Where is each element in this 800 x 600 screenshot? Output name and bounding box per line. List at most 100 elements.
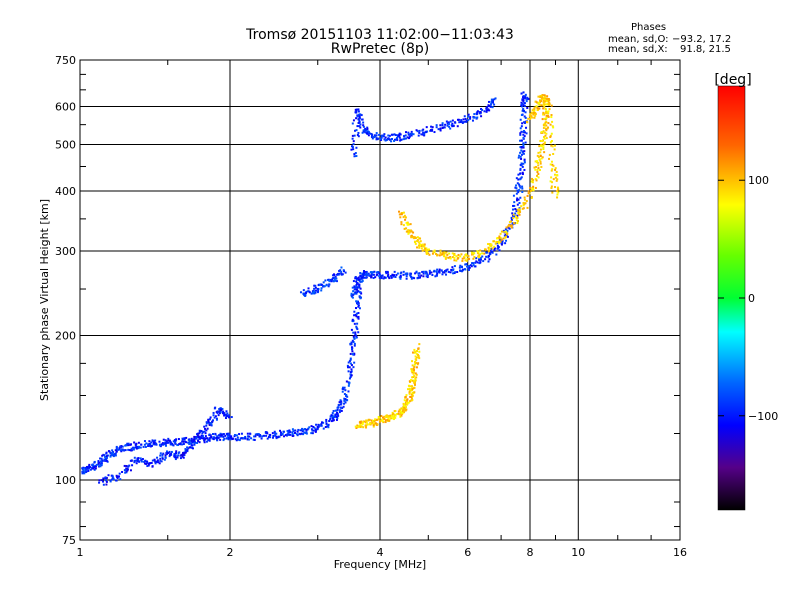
data-point — [539, 160, 542, 163]
data-point — [340, 270, 343, 273]
data-point — [322, 427, 325, 430]
data-point — [531, 177, 534, 180]
data-point — [425, 272, 428, 275]
data-point — [390, 276, 393, 279]
trace-f2-o — [350, 97, 497, 158]
data-point — [395, 136, 398, 139]
data-point — [355, 300, 358, 303]
data-point — [210, 423, 213, 426]
data-point — [254, 433, 257, 436]
data-point — [319, 283, 322, 286]
data-point — [513, 201, 516, 204]
data-point — [354, 111, 357, 114]
data-point — [353, 292, 356, 295]
data-point — [343, 402, 346, 405]
data-point — [127, 465, 130, 468]
data-point — [545, 129, 548, 132]
data-point — [357, 135, 360, 138]
data-point — [386, 275, 389, 278]
data-point — [460, 253, 463, 256]
data-point — [369, 422, 372, 425]
data-point — [348, 366, 351, 369]
data-point — [156, 460, 159, 463]
data-point — [418, 129, 421, 132]
data-point — [98, 479, 101, 482]
data-point — [410, 132, 413, 135]
data-point — [349, 362, 352, 365]
data-point — [418, 357, 421, 360]
data-point — [399, 274, 402, 277]
data-point — [182, 451, 185, 454]
data-point — [134, 443, 137, 446]
data-point — [551, 125, 554, 128]
data-point — [320, 289, 323, 292]
data-point — [490, 247, 493, 250]
data-point — [212, 419, 215, 422]
data-point — [147, 443, 150, 446]
data-point — [410, 277, 413, 280]
data-point — [102, 477, 105, 480]
data-point — [542, 148, 545, 151]
data-point — [465, 263, 468, 266]
data-point — [517, 191, 520, 194]
data-point — [357, 426, 360, 429]
data-point — [207, 419, 210, 422]
data-point — [394, 275, 397, 278]
data-point — [352, 119, 355, 122]
data-point — [109, 452, 112, 455]
data-point — [477, 251, 480, 254]
data-point — [84, 469, 87, 472]
data-point — [133, 441, 136, 444]
data-point — [331, 278, 334, 281]
data-point — [460, 265, 463, 268]
data-point — [405, 394, 408, 397]
data-point — [390, 275, 393, 278]
data-point — [317, 289, 320, 292]
data-point — [391, 274, 394, 277]
data-point — [511, 222, 514, 225]
data-point — [516, 197, 519, 200]
data-point — [83, 472, 86, 475]
data-point — [123, 464, 126, 467]
data-point — [132, 446, 135, 449]
data-point — [459, 255, 462, 258]
data-point — [498, 249, 501, 252]
data-point — [524, 93, 527, 96]
data-point — [400, 271, 403, 274]
data-point — [334, 276, 337, 279]
data-point — [142, 445, 145, 448]
data-point — [348, 381, 351, 384]
data-point — [526, 206, 529, 209]
data-point — [466, 257, 469, 260]
data-point — [545, 132, 548, 135]
data-point — [536, 109, 539, 112]
data-point — [522, 207, 525, 210]
data-point — [332, 410, 335, 413]
data-point — [517, 178, 520, 181]
data-point — [411, 395, 414, 398]
data-point — [216, 437, 219, 440]
data-point — [374, 422, 377, 425]
data-point — [397, 410, 400, 413]
data-point — [236, 436, 239, 439]
data-point — [423, 131, 426, 134]
data-point — [423, 245, 426, 248]
data-point — [214, 432, 217, 435]
data-point — [371, 273, 374, 276]
data-point — [401, 407, 404, 410]
data-point — [143, 443, 146, 446]
data-point — [140, 460, 143, 463]
data-point — [557, 188, 560, 191]
data-point — [362, 276, 365, 279]
data-point — [539, 104, 542, 107]
data-point — [431, 252, 434, 255]
data-point — [205, 424, 208, 427]
data-point — [435, 274, 438, 277]
data-point — [460, 120, 463, 123]
data-point — [368, 131, 371, 134]
data-point — [208, 418, 211, 421]
data-point — [466, 265, 469, 268]
data-point — [357, 331, 360, 334]
data-point — [330, 414, 333, 417]
data-point — [325, 284, 328, 287]
